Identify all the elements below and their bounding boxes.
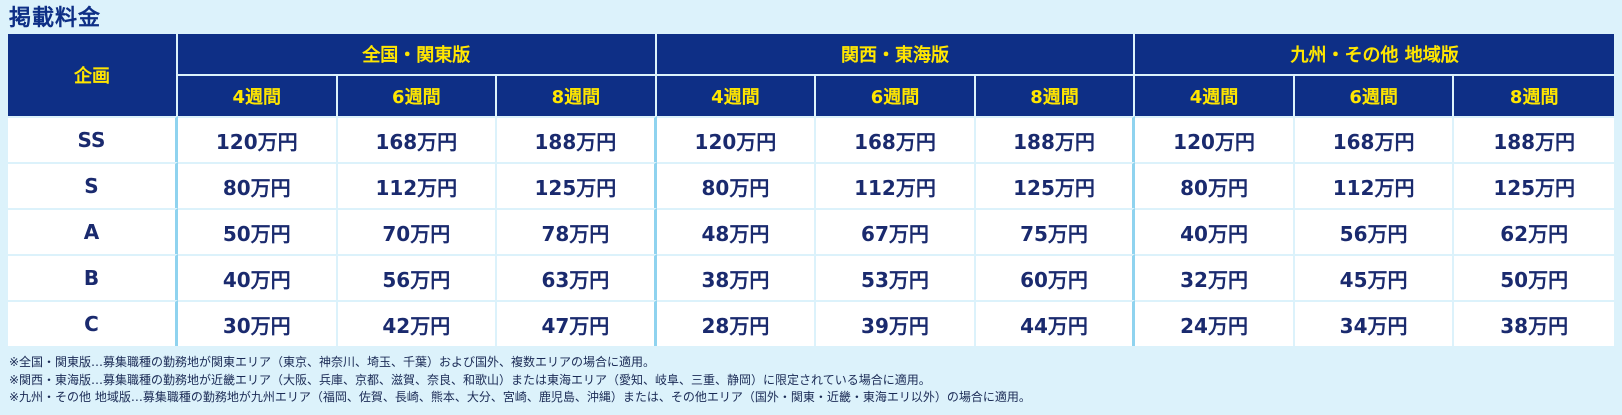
price-cell: 168万円 [816, 116, 976, 162]
group-header-kyushu: 九州・その他 地域版 [1135, 34, 1614, 74]
plan-cell: A [8, 208, 178, 254]
price-cell: 45万円 [1294, 254, 1455, 300]
price-cell: 47万円 [497, 300, 657, 346]
price-cell: 53万円 [816, 254, 976, 300]
price-cell: 112万円 [1294, 162, 1455, 208]
table-row: SS 120万円 168万円 188万円 120万円 168万円 188万円 120万円 168… [8, 116, 1614, 162]
price-cell: 56万円 [337, 254, 498, 300]
price-cell: 62万円 [1454, 208, 1614, 254]
price-cell: 168万円 [337, 116, 498, 162]
price-cell: 112万円 [337, 162, 498, 208]
table-row: B 40万円 56万円 63万円 38万円 53万円 60万円 32万円 45万円 50万円 [8, 254, 1614, 300]
price-cell: 24万円 [1135, 300, 1295, 346]
price-table: 企画 全国・関東版 関西・東海版 九州・その他 地域版 4週間 6週間 8週間 … [8, 34, 1614, 346]
price-cell: 80万円 [1135, 162, 1295, 208]
price-cell: 125万円 [975, 162, 1136, 208]
price-cell: 125万円 [1454, 162, 1614, 208]
price-cell: 78万円 [497, 208, 657, 254]
price-cell: 50万円 [1454, 254, 1614, 300]
period-header: 8週間 [497, 74, 657, 116]
price-cell: 80万円 [656, 162, 817, 208]
price-cell: 168万円 [1294, 116, 1455, 162]
price-cell: 188万円 [975, 116, 1136, 162]
price-cell: 67万円 [816, 208, 976, 254]
price-cell: 32万円 [1135, 254, 1295, 300]
period-header: 4週間 [178, 74, 338, 116]
plan-cell: SS [8, 116, 178, 162]
price-table-body: SS 120万円 168万円 188万円 120万円 168万円 188万円 120万円 168… [8, 116, 1614, 346]
price-cell: 125万円 [497, 162, 657, 208]
group-header-row: 企画 全国・関東版 関西・東海版 九州・その他 地域版 [8, 34, 1614, 116]
price-cell: 120万円 [656, 116, 817, 162]
period-header: 4週間 [656, 74, 817, 116]
period-header: 8週間 [1454, 74, 1614, 116]
plan-cell: B [8, 254, 178, 300]
period-header: 6週間 [1294, 74, 1455, 116]
price-cell: 63万円 [497, 254, 657, 300]
period-header: 8週間 [975, 74, 1136, 116]
price-cell: 120万円 [1135, 116, 1295, 162]
price-cell: 80万円 [178, 162, 338, 208]
price-cell: 60万円 [975, 254, 1136, 300]
price-cell: 40万円 [178, 254, 338, 300]
period-header: 6週間 [816, 74, 976, 116]
price-cell: 75万円 [975, 208, 1136, 254]
period-header: 4週間 [1135, 74, 1295, 116]
price-cell: 28万円 [656, 300, 817, 346]
page-title: 掲載料金 [9, 6, 102, 31]
price-cell: 188万円 [1454, 116, 1614, 162]
note-kanto: ※全国・関東版…募集職種の勤務地が関東エリア（東京、神奈川、埼玉、千葉）および国… [9, 355, 656, 369]
table-row: S 80万円 112万円 125万円 80万円 112万円 125万円 80万円 112万円 12… [8, 162, 1614, 208]
plan-cell: C [8, 300, 178, 346]
notes: ※全国・関東版…募集職種の勤務地が関東エリア（東京、神奈川、埼玉、千葉）および国… [9, 354, 1031, 407]
note-kyushu: ※九州・その他 地域版…募集職種の勤務地が九州エリア（福岡、佐賀、長崎、熊本、大… [9, 390, 1031, 404]
price-cell: 42万円 [337, 300, 498, 346]
price-cell: 112万円 [816, 162, 976, 208]
price-cell: 39万円 [816, 300, 976, 346]
price-cell: 38万円 [1454, 300, 1614, 346]
price-cell: 70万円 [337, 208, 498, 254]
period-header-row: 4週間 6週間 8週間 4週間 6週間 8週間 4週間 6週間 8週間 [8, 74, 1614, 116]
group-header-kansai: 関西・東海版 [656, 34, 1136, 74]
table-row: C 30万円 42万円 47万円 28万円 39万円 44万円 24万円 34万円 38万円 [8, 300, 1614, 346]
price-cell: 38万円 [656, 254, 817, 300]
price-cell: 50万円 [178, 208, 338, 254]
table-row: A 50万円 70万円 78万円 48万円 67万円 75万円 40万円 56万円 62万円 [8, 208, 1614, 254]
plan-column-header: 企画 [8, 34, 178, 116]
price-cell: 30万円 [178, 300, 338, 346]
period-header: 6週間 [337, 74, 498, 116]
price-cell: 44万円 [975, 300, 1136, 346]
price-cell: 34万円 [1294, 300, 1455, 346]
price-cell: 120万円 [178, 116, 338, 162]
price-cell: 56万円 [1294, 208, 1455, 254]
note-kansai: ※関西・東海版…募集職種の勤務地が近畿エリア（大阪、兵庫、京都、滋賀、奈良、和歌… [9, 372, 931, 387]
price-cell: 188万円 [497, 116, 657, 162]
plan-cell: S [8, 162, 178, 208]
price-cell: 40万円 [1135, 208, 1295, 254]
group-header-kanto: 全国・関東版 [178, 34, 657, 74]
price-cell: 48万円 [656, 208, 817, 254]
